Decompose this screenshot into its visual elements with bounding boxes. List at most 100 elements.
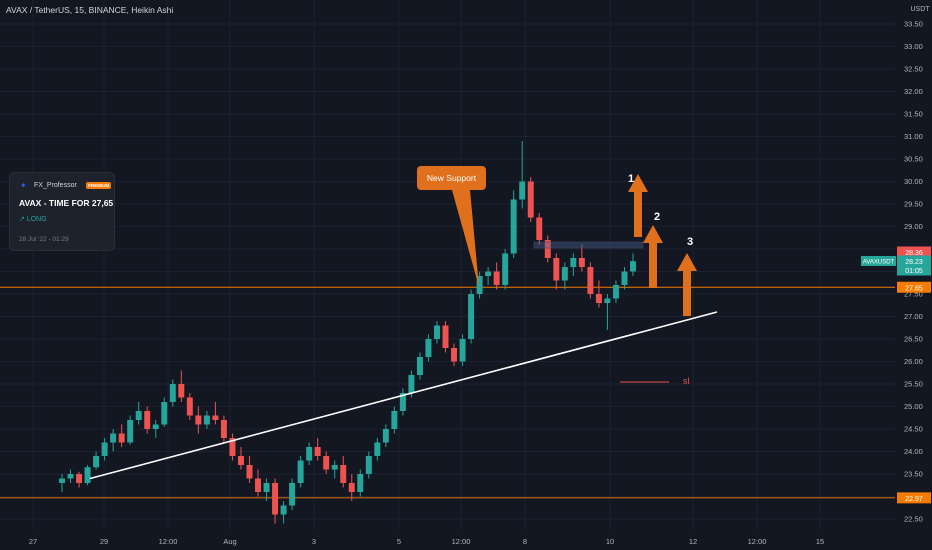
candle-body [186,397,193,416]
time-tick-label: Aug [223,537,236,546]
drawings: New Support 1 2 3 sl [89,166,718,480]
high-price-tag-bg [897,246,931,258]
candle-body [493,271,500,285]
candle-body [229,438,236,456]
trend-up-icon: ↗ [19,216,25,223]
candle-body [331,465,338,470]
candle-body [570,258,577,267]
candle-body [468,294,475,339]
last-price-tag-bg [897,255,931,267]
time-tick-label: 29 [100,537,108,546]
price-tick-label: 29.00 [904,222,923,231]
callout-pointer [452,190,479,287]
resistance-zone [533,241,644,249]
target-3-arrow [677,253,697,316]
time-tick-label: 5 [397,537,401,546]
time-axis[interactable]: 27 29 12:00 Aug 3 5 12:00 8 10 12 12:00 15 [29,537,824,546]
candle-body [451,348,458,362]
symbol-tag-bg [861,256,896,266]
target-2-label: 2 [654,211,660,223]
level-price-tag-0: 27.65 [905,285,923,292]
candle-body [434,325,440,339]
price-tick-label: 23.50 [904,470,923,479]
candle-body [135,411,142,420]
candle-body [314,447,321,456]
candle-body [144,411,151,429]
candle-body [246,465,253,479]
candle-body [502,253,509,285]
price-tick-label: 31.00 [904,132,923,141]
price-tick-label: 33.00 [904,42,923,51]
candle-body [110,433,117,443]
symbol-title[interactable]: AVAX / TetherUS, 15, BINANCE, Heikin Ash… [6,5,174,15]
candle-body [76,474,83,483]
time-tick-label: 12:00 [159,537,178,546]
price-tick-label: 32.00 [904,87,923,96]
price-tick-label: 24.00 [904,447,923,456]
target-3-label: 3 [687,236,693,248]
candle-body [340,465,347,483]
candle-body [374,442,381,456]
price-tick-label: 22.50 [904,515,923,524]
price-labels: 27.65 22.97 28.36 28.23 01:05 AVAXUSDT [861,246,931,504]
candle-body [604,298,611,303]
candle-body [297,460,304,483]
price-tick-label: 24.50 [904,425,923,434]
price-tick-label: 25.50 [904,380,923,389]
candle-body [323,456,330,470]
idea-card[interactable]: ✦ FX_Professor PREMIUM AVAX - TIME FOR 2… [10,173,114,250]
candle-body [255,478,261,492]
candle-body [536,217,543,240]
candle-body [595,294,602,303]
candle-body [578,258,585,267]
author-name[interactable]: FX_Professor [34,182,77,189]
time-tick-label: 8 [523,537,527,546]
user-icon: ✦ [20,181,27,190]
price-tick-label: 30.50 [904,155,923,164]
candle-body [365,456,372,474]
stop-loss-label: sl [683,376,690,386]
callout-box [417,166,486,190]
candle-body [399,393,406,411]
candle-body [93,456,100,468]
candle-body [621,271,628,285]
countdown-tag-bg [897,264,931,276]
price-tick-label: 25.00 [904,402,923,411]
candle-body [203,415,210,425]
target-1-arrow [628,174,648,237]
candles [59,141,636,524]
level-price-tag-1: 22.97 [905,496,923,503]
candle-body [178,384,185,398]
candle-body [161,402,168,425]
candle-body [280,505,287,515]
target-2-arrow [643,225,663,288]
candle-body [263,483,270,492]
level-price-tag-0-bg [897,281,931,293]
candle-body [220,420,227,438]
price-tick-label: 26.50 [904,335,923,344]
time-tick-label: 12:00 [452,537,471,546]
time-tick-label: 10 [606,537,614,546]
time-tick-label: 27 [29,537,37,546]
candle-body [169,384,176,402]
candle-body [553,258,560,281]
price-tick-label: 27.00 [904,312,923,321]
candle-body [485,271,492,276]
idea-date: 28 Jul '22 - 01:29 [19,236,69,243]
new-support-label: New Support [427,173,477,183]
trendline [89,311,718,480]
level-price-tag-1-bg [897,492,931,504]
candle-body [195,415,202,425]
candle-body [101,442,108,456]
candle-body [272,483,279,515]
time-tick-label: 3 [312,537,316,546]
candle-body [476,276,483,294]
candle-body [561,267,568,281]
candle-body [544,240,551,258]
last-price-tag: 28.23 [905,259,923,266]
candle-body [59,478,65,483]
high-price-tag: 28.36 [905,250,923,257]
countdown-tag: 01:05 [905,268,923,275]
candle-body [212,415,219,420]
